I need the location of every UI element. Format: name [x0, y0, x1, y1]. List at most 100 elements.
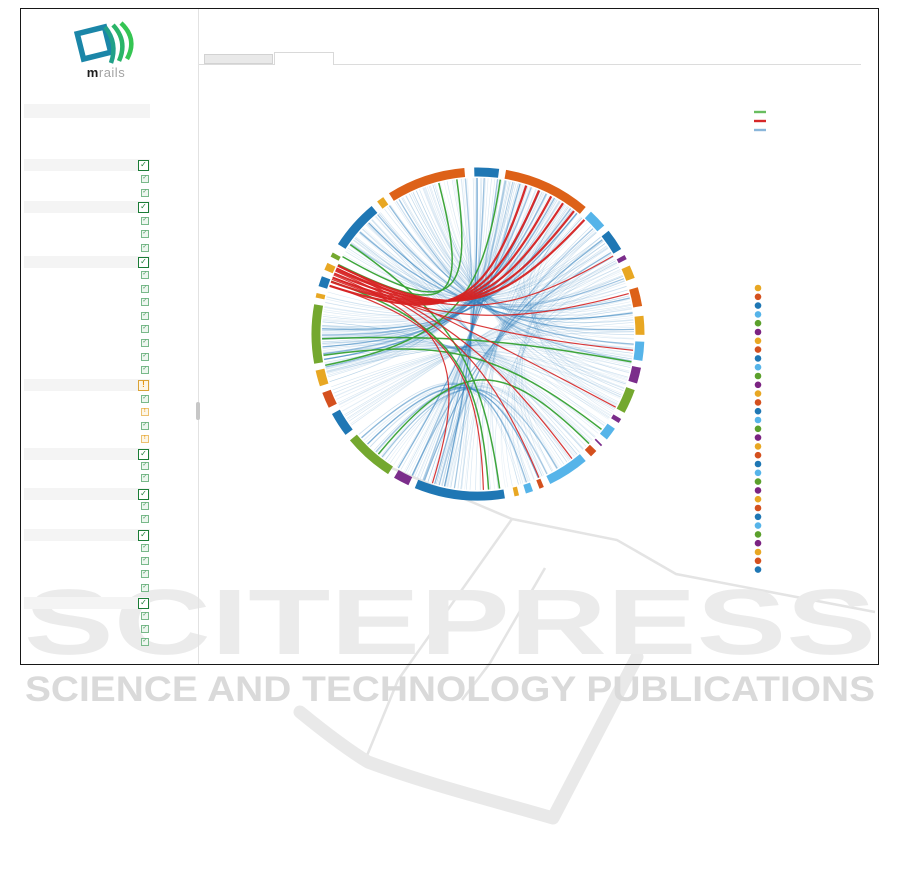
- sub-status-ok-icon[interactable]: ✓: [141, 422, 149, 430]
- sidebar-section-item[interactable]: [24, 201, 150, 213]
- ring-arc-yellow[interactable]: [315, 368, 329, 387]
- status-ok-checkbox-icon[interactable]: ✓: [138, 201, 149, 213]
- sub-status-warning-icon[interactable]: !: [141, 435, 149, 443]
- ring-arc-orange[interactable]: [388, 168, 466, 201]
- tab-active[interactable]: [274, 52, 334, 65]
- ring-arc-green[interactable]: [311, 304, 324, 364]
- ring-arc-blue[interactable]: [331, 409, 353, 435]
- sub-status-ok-icon[interactable]: ✓: [141, 474, 149, 482]
- sidebar-section-item[interactable]: [24, 597, 150, 609]
- ring-arc-purple[interactable]: [594, 438, 603, 447]
- sub-status-ok-icon[interactable]: ✓: [141, 217, 149, 225]
- ring-arc-yellow[interactable]: [315, 292, 326, 300]
- sub-status-ok-icon[interactable]: ✓: [141, 570, 149, 578]
- sub-status-ok-icon[interactable]: ✓: [141, 312, 149, 320]
- red-edge: [329, 284, 484, 490]
- sidebar-section-item[interactable]: [24, 488, 150, 500]
- sub-status-ok-icon[interactable]: ✓: [141, 462, 149, 470]
- ring-arc-lightblue[interactable]: [633, 341, 645, 361]
- sub-status-ok-icon[interactable]: ✓: [141, 175, 149, 183]
- ring-arc-blue[interactable]: [318, 276, 331, 289]
- status-ok-checkbox-icon[interactable]: ✓: [138, 597, 149, 609]
- ring-arc-yellow[interactable]: [634, 315, 645, 335]
- node-dot: [754, 495, 762, 503]
- sub-status-ok-icon[interactable]: ✓: [141, 230, 149, 238]
- status-ok-checkbox-icon[interactable]: ✓: [138, 448, 149, 460]
- sub-status-ok-icon[interactable]: ✓: [141, 612, 149, 620]
- ring-arc-yellow[interactable]: [621, 265, 635, 281]
- sub-status-ok-icon[interactable]: ✓: [141, 557, 149, 565]
- node-dot: [754, 328, 762, 336]
- sub-status-ok-icon[interactable]: ✓: [141, 584, 149, 592]
- sidebar-section-item[interactable]: [24, 159, 150, 171]
- ring-arc-purple[interactable]: [394, 469, 413, 486]
- sub-status-ok-icon[interactable]: ✓: [141, 244, 149, 252]
- sub-status-ok-icon[interactable]: ✓: [141, 325, 149, 333]
- sub-status-ok-icon[interactable]: ✓: [141, 189, 149, 197]
- sidebar-scrollbar-thumb[interactable]: [196, 402, 200, 420]
- ring-arc-blue[interactable]: [337, 205, 378, 250]
- sub-status-ok-icon[interactable]: ✓: [141, 395, 149, 403]
- sub-status-ok-icon[interactable]: ✓: [141, 502, 149, 510]
- sub-status-ok-icon[interactable]: ✓: [141, 366, 149, 374]
- ring-arc-green[interactable]: [330, 252, 341, 261]
- red-bundle-edge: [329, 185, 528, 306]
- ring-arc-blue[interactable]: [414, 479, 505, 501]
- status-ok-checkbox-icon[interactable]: ✓: [138, 488, 149, 500]
- app-logo[interactable]: mrails: [51, 15, 161, 81]
- ring-arc-yellow[interactable]: [377, 197, 389, 209]
- node-dot: [754, 319, 762, 327]
- status-ok-checkbox-icon[interactable]: ✓: [138, 529, 149, 541]
- node-dot: [754, 381, 762, 389]
- node-dot: [754, 416, 762, 424]
- node-dot: [754, 363, 762, 371]
- red-bundle-edge: [333, 202, 564, 303]
- sidebar-section-item[interactable]: [24, 448, 150, 460]
- sidebar-section-item[interactable]: [24, 256, 150, 268]
- status-ok-checkbox-icon[interactable]: ✓: [138, 159, 149, 171]
- ring-arc-red[interactable]: [322, 389, 337, 408]
- sidebar-search-bar[interactable]: [24, 104, 150, 118]
- green-edge: [322, 336, 632, 363]
- tab-inactive[interactable]: [204, 54, 273, 64]
- sub-status-ok-icon[interactable]: ✓: [141, 271, 149, 279]
- ring-arc-red[interactable]: [584, 444, 597, 457]
- ring-arc-lightblue[interactable]: [546, 454, 586, 485]
- ring-arc-orange[interactable]: [629, 287, 643, 308]
- sub-status-ok-icon[interactable]: ✓: [141, 285, 149, 293]
- watermark-swoosh: [293, 650, 644, 825]
- ring-arc-purple[interactable]: [628, 365, 642, 384]
- sub-status-ok-icon[interactable]: ✓: [141, 544, 149, 552]
- red-bundle-edge: [337, 219, 586, 302]
- sub-status-ok-icon[interactable]: ✓: [141, 298, 149, 306]
- ring-arc-yellow[interactable]: [512, 486, 520, 497]
- ring-arc-yellow[interactable]: [324, 262, 336, 274]
- chord-edges: [321, 177, 635, 491]
- chord-ring[interactable]: [311, 167, 645, 501]
- sub-status-ok-icon[interactable]: ✓: [141, 625, 149, 633]
- ring-arc-red[interactable]: [536, 478, 544, 489]
- sub-status-warning-icon[interactable]: !: [141, 408, 149, 416]
- ring-arc-orange[interactable]: [504, 169, 586, 214]
- sidebar-section-item[interactable]: [24, 529, 150, 541]
- ring-arc-lightblue[interactable]: [523, 482, 534, 494]
- sub-status-ok-icon[interactable]: ✓: [141, 638, 149, 646]
- sub-status-ok-icon[interactable]: ✓: [141, 515, 149, 523]
- ring-arc-lightblue[interactable]: [584, 211, 605, 232]
- node-dot: [754, 425, 762, 433]
- ring-arc-green[interactable]: [616, 387, 635, 413]
- status-warning-icon[interactable]: !: [138, 379, 149, 391]
- ring-arc-purple[interactable]: [616, 255, 627, 264]
- status-ok-checkbox-icon[interactable]: ✓: [138, 256, 149, 268]
- sub-status-ok-icon[interactable]: ✓: [141, 339, 149, 347]
- sub-status-ok-icon[interactable]: ✓: [141, 353, 149, 361]
- ring-arc-purple[interactable]: [611, 414, 622, 424]
- ring-arc-green[interactable]: [349, 434, 394, 475]
- ring-arc-blue[interactable]: [601, 230, 622, 254]
- sidebar-section-item[interactable]: [24, 379, 150, 391]
- sidebar-divider: [198, 9, 199, 664]
- watermark-subtitle: SCIENCE AND TECHNOLOGY PUBLICATIONS: [25, 670, 875, 709]
- ring-arc-lightblue[interactable]: [599, 423, 615, 440]
- ring-arc-blue[interactable]: [474, 167, 500, 178]
